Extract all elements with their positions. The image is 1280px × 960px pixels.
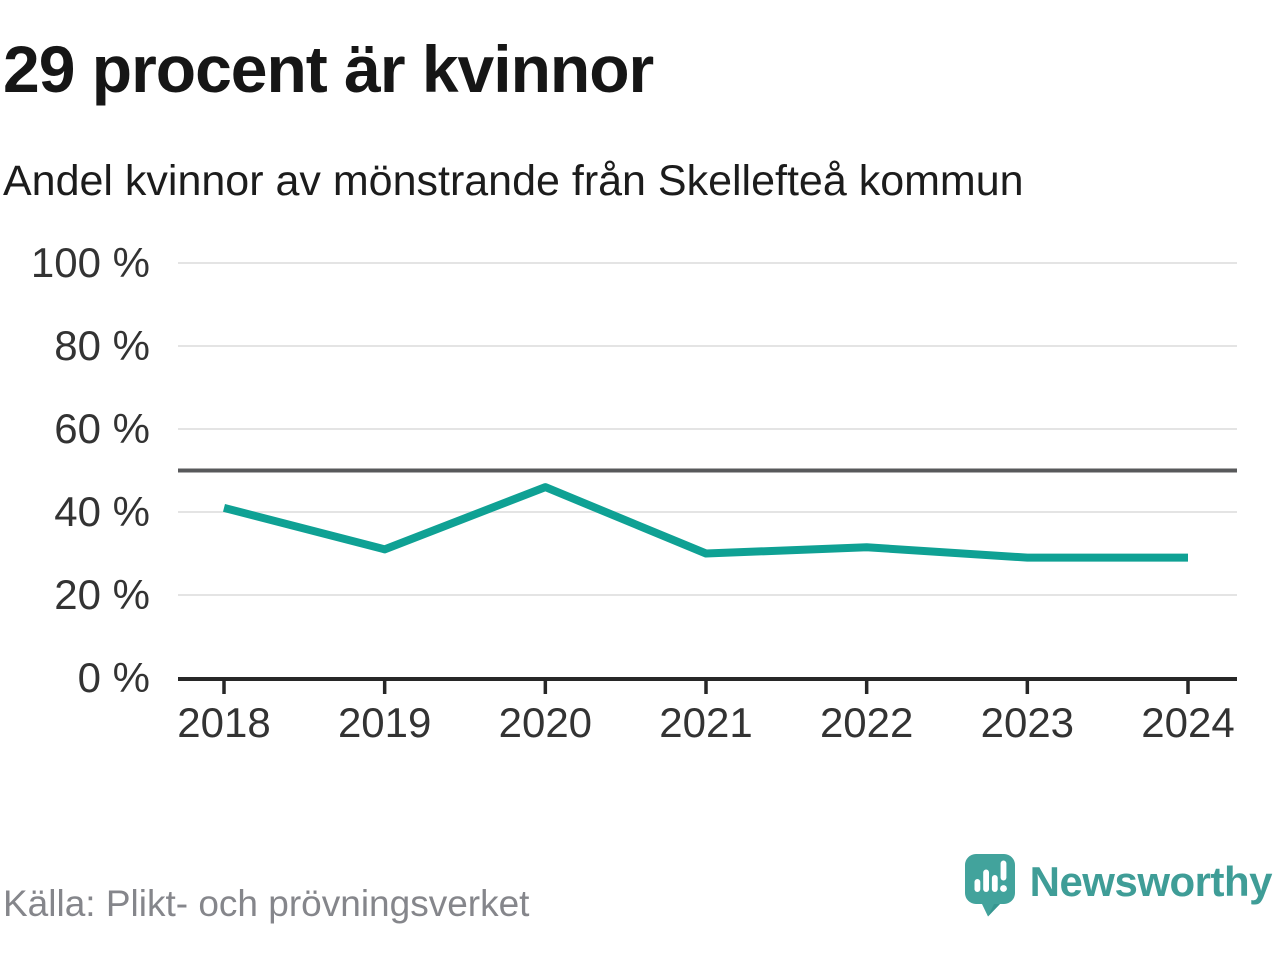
x-tick-label: 2020 [499,699,592,746]
x-tick-label: 2021 [659,699,752,746]
y-tick-label: 20 % [54,571,150,618]
y-tick-label: 40 % [54,488,150,535]
logo-bubble [964,854,1015,917]
logo-bar-1 [974,879,980,892]
x-tick-label: 2023 [981,699,1074,746]
newsworthy-logo: Newsworthy [964,853,1273,917]
x-tick-label: 2024 [1141,699,1234,746]
line-chart: 0 % 20 % 40 % 60 % 80 % 100 % 2018 2019 2020 2021… [31,240,1237,746]
chart-title: 29 procent är kvinnor [3,32,654,106]
logo-bar-3 [991,875,998,892]
y-tick-label: 100 % [31,240,150,286]
y-tick-label: 60 % [54,405,150,452]
logo-bar-2 [982,869,989,892]
newsworthy-logo-icon [964,854,1015,917]
x-tick-label: 2022 [820,699,913,746]
data-line [222,483,1188,562]
x-tick-label: 2018 [177,699,270,746]
logo-exclamation-dot [999,885,1007,892]
x-tick-label: 2019 [338,699,431,746]
source-note: Källa: Plikt- och prövningsverket [3,883,530,924]
logo-exclamation-bar [1000,860,1007,881]
y-tick-label: 80 % [54,322,150,369]
newsworthy-logo-text: Newsworthy [1029,858,1273,905]
chart-subtitle: Andel kvinnor av mönstrande från Skellef… [3,157,1024,205]
y-tick-label: 0 % [78,654,150,701]
logo-bubble-shade [987,904,1000,917]
